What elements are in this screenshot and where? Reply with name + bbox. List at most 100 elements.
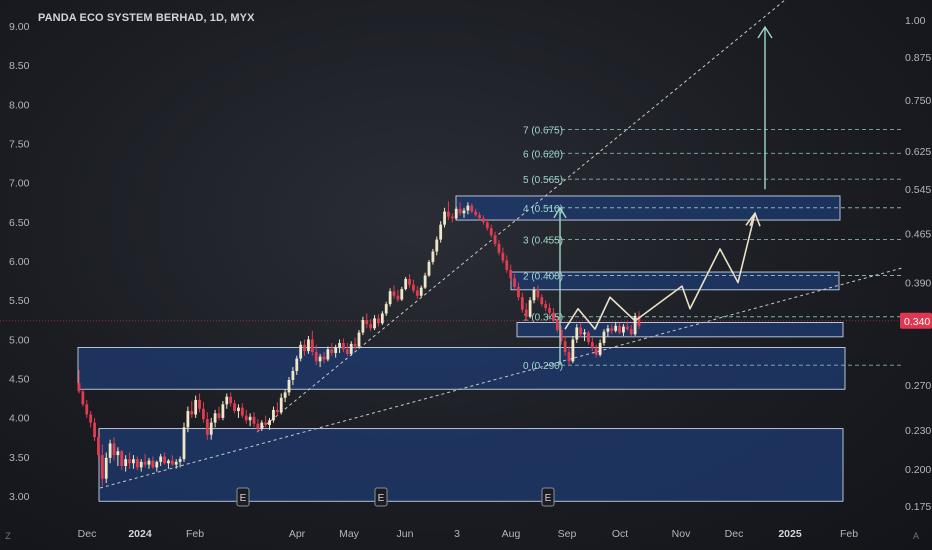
x-axis-tick-label: Sep (558, 528, 577, 540)
left-axis-tick-label: 8.00 (9, 99, 30, 111)
candle-up (419, 287, 423, 296)
right-axis-tick-label: 1.00 (905, 15, 926, 27)
candle-down (478, 214, 481, 219)
candle-up (182, 427, 186, 460)
right-axis-tick-label: 0.175 (905, 501, 931, 513)
right-axis-tick-label: 0.270 (905, 380, 931, 392)
candle-up (427, 261, 431, 276)
candle-down (233, 403, 236, 412)
candle-down (322, 356, 326, 360)
candle-up (116, 451, 120, 456)
candle-down (345, 349, 349, 354)
candle-down (330, 349, 334, 353)
candle-up (373, 318, 376, 329)
candle-down (540, 297, 544, 305)
candle-up (380, 313, 384, 324)
candle-up (260, 422, 264, 429)
target-arrowhead-1 (553, 206, 567, 219)
candle-down (135, 459, 139, 468)
candle-down (544, 304, 548, 308)
candle-down (536, 289, 540, 298)
candle-down (396, 295, 400, 300)
candle-down (205, 419, 209, 435)
candle-down (415, 290, 419, 296)
x-axis-tick-label: Aug (502, 528, 521, 540)
candle-up (299, 344, 303, 359)
candle-down (128, 459, 131, 464)
candle-up (606, 328, 610, 332)
target-arrowhead-2 (757, 25, 773, 39)
candle-down (637, 315, 641, 326)
right-axis-tick-label: 0.750 (905, 95, 931, 107)
candle-up (167, 460, 170, 464)
candle-down (353, 343, 357, 347)
candle-down (629, 329, 633, 335)
left-axis-tick-label: 4.00 (9, 413, 30, 425)
projection-path (564, 212, 756, 330)
candle-down (458, 208, 462, 214)
candle-down (112, 443, 116, 456)
candle-up (225, 396, 229, 405)
candle-up (388, 291, 392, 305)
candle-down (501, 252, 505, 261)
candle-down (517, 286, 520, 298)
x-axis-tick-label: Dec (78, 528, 97, 540)
candle-up (178, 459, 182, 462)
chart-title: PANDA ECO SYSTEM BERHAD, 1D, MYX (38, 12, 255, 24)
candle-up (291, 370, 295, 380)
candle-down (485, 222, 489, 229)
candle-down (202, 408, 205, 420)
support-zone-3 (516, 322, 844, 338)
timezone-toggle-icon[interactable]: Z (5, 531, 11, 541)
candle-down (559, 329, 563, 342)
candle-up (279, 397, 283, 413)
x-axis-tick-label: Nov (672, 528, 691, 540)
left-axis-tick-label: 6.50 (9, 217, 30, 229)
left-axis-tick-label: 7.00 (9, 178, 30, 190)
candle-up (159, 456, 163, 462)
candle-down (217, 413, 221, 418)
candle-up (349, 343, 353, 354)
support-zone-4 (77, 347, 846, 390)
left-axis-tick-label: 6.00 (9, 256, 30, 268)
candle-down (513, 278, 516, 287)
auto-scale-icon[interactable]: A (912, 531, 919, 541)
candle-up (213, 413, 217, 423)
candle-up (404, 279, 408, 290)
candle-down (190, 411, 194, 415)
candle-up (194, 399, 198, 415)
candle-down (342, 342, 345, 350)
x-axis-tick-label: Apr (289, 528, 306, 540)
candle-up (462, 210, 466, 214)
candle-up (528, 300, 532, 317)
fib-level-label: 5 (0.565) (523, 175, 563, 186)
candle-down (482, 218, 485, 223)
candle-up (326, 349, 330, 360)
x-axis-tick-label: Jun (397, 528, 414, 540)
candle-down (563, 341, 567, 353)
candle-down (555, 320, 559, 330)
candle-up (155, 461, 159, 468)
candle-down (120, 451, 124, 466)
candle-down (618, 325, 621, 333)
candle-down (489, 228, 493, 236)
fib-level-label: 3 (0.455) (523, 236, 563, 247)
candle-down (377, 318, 380, 324)
candle-down (85, 404, 89, 415)
candle-up (248, 416, 252, 421)
x-axis-tick-label: Feb (840, 528, 858, 540)
candle-down (97, 437, 100, 456)
candle-down (625, 326, 629, 330)
right-axis-tick-label: 0.390 (905, 278, 931, 290)
candle-up (139, 461, 143, 468)
candle-up (221, 404, 225, 418)
candle-up (108, 443, 112, 458)
candle-up (174, 461, 178, 465)
left-axis-tick-label: 4.50 (9, 374, 30, 386)
earnings-marker-label: E (378, 493, 385, 504)
candle-down (151, 460, 155, 468)
candle-down (365, 319, 369, 325)
fib-level-label: 1 (0.345) (523, 313, 563, 324)
candle-down (93, 422, 96, 438)
